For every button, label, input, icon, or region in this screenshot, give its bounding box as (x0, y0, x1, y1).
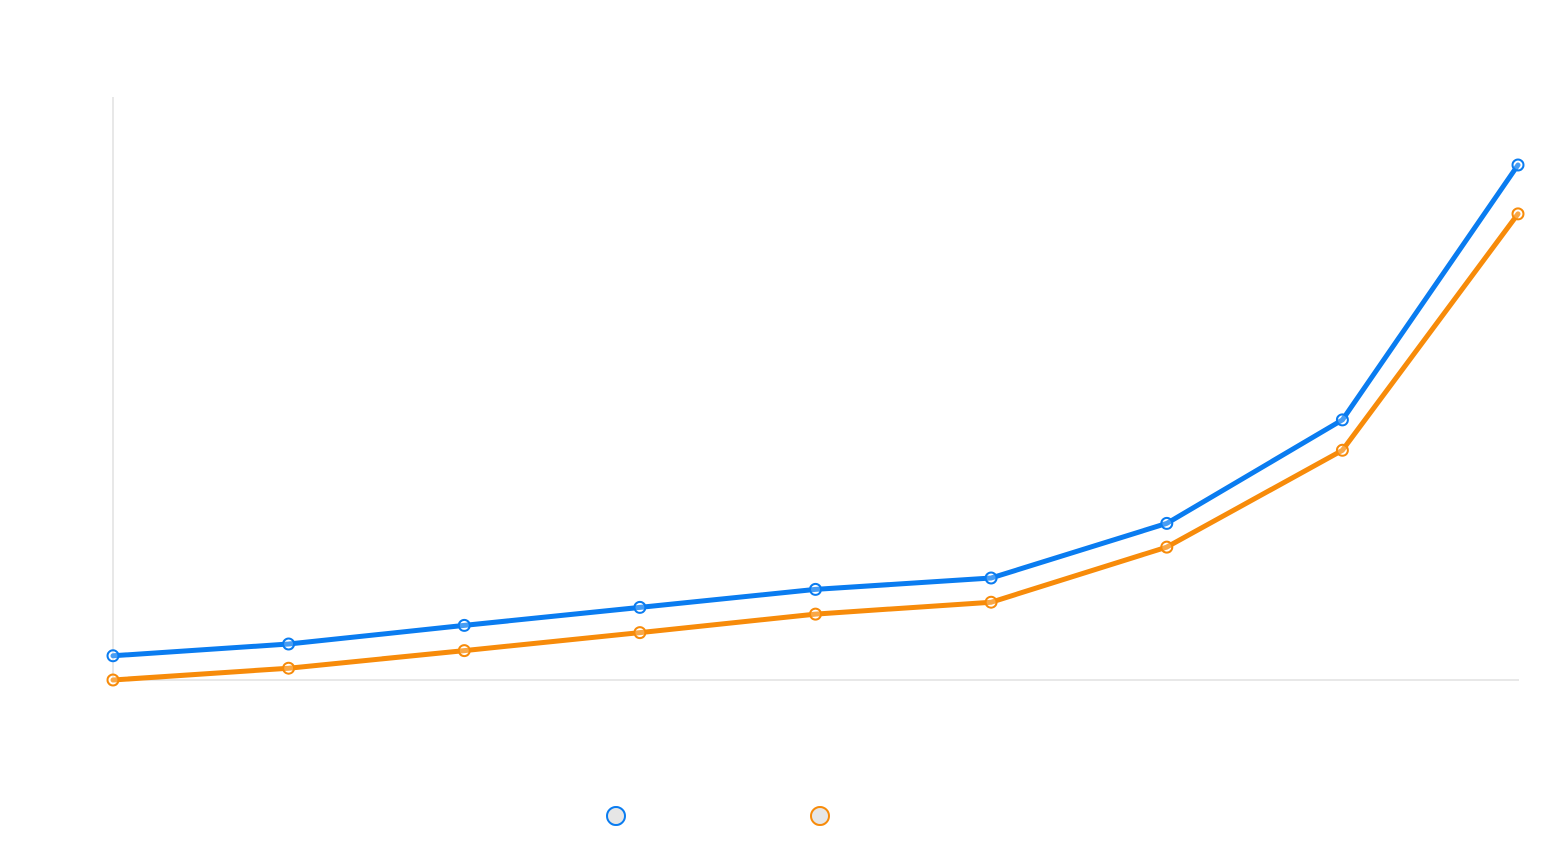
series-1-point-7[interactable] (1160, 516, 1174, 530)
legend-swatch-series-1 (606, 806, 626, 826)
series-1-point-4[interactable] (633, 600, 647, 614)
series-2-point-5[interactable] (809, 607, 822, 621)
series-2-point-6[interactable] (984, 595, 998, 609)
series-2-point-9[interactable] (1511, 207, 1525, 221)
series-2-point-2[interactable] (282, 661, 296, 675)
series-2 (106, 207, 1525, 687)
series-2-point-3[interactable] (457, 644, 471, 658)
legend-item-series-2[interactable] (810, 800, 838, 832)
series-1-point-9[interactable] (1511, 158, 1525, 172)
series-1-point-5[interactable] (809, 582, 822, 596)
series-1-point-3[interactable] (457, 618, 471, 632)
series-1-line (110, 162, 1521, 659)
series-2-point-4[interactable] (633, 626, 647, 640)
legend (0, 800, 1564, 832)
series-layer (106, 158, 1525, 687)
series-2-point-7[interactable] (1160, 540, 1174, 554)
series-2-point-8[interactable] (1335, 443, 1349, 457)
legend-swatch-series-2 (810, 806, 830, 826)
legend-item-series-1[interactable] (606, 800, 634, 832)
series-2-line (110, 211, 1521, 683)
series-1-point-1[interactable] (106, 649, 120, 663)
series-1-point-8[interactable] (1335, 413, 1349, 427)
series-1-point-2[interactable] (282, 637, 296, 651)
series-2-point-1[interactable] (106, 673, 120, 687)
series-1-point-6[interactable] (984, 571, 998, 585)
series-1 (106, 158, 1525, 663)
